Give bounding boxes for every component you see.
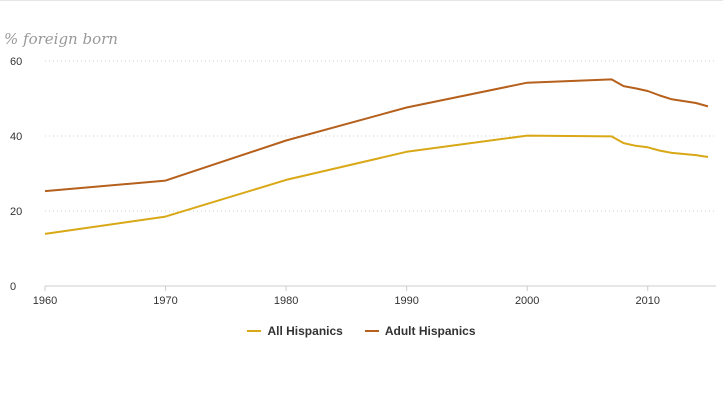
legend-label-all-hispanics: All Hispanics [267, 324, 343, 338]
x-tick-label: 2000 [515, 295, 539, 307]
x-tick-label: 1960 [33, 295, 57, 307]
top-rule [0, 0, 723, 1]
series-layer [44, 78, 709, 235]
grid-layer [45, 60, 716, 287]
y-tick-label: 40 [10, 131, 22, 143]
y-axis-label: % foreign born [4, 30, 118, 48]
series-line-adult-hispanics [44, 78, 709, 193]
x-tick-label: 1980 [274, 295, 298, 307]
legend: All Hispanics Adult Hispanics [0, 324, 723, 338]
x-tick-label: 1990 [394, 295, 418, 307]
y-tick-label: 0 [10, 281, 16, 293]
legend-item-adult-hispanics: Adult Hispanics [364, 324, 476, 338]
legend-swatch-adult-hispanics [364, 330, 379, 332]
tick-layer: 0 20 40 60 1960 1970 1980 1990 2000 2010 [10, 56, 660, 307]
legend-swatch-all-hispanics [247, 330, 262, 332]
y-tick-label: 60 [10, 56, 22, 68]
series-line-all-hispanics [44, 134, 709, 235]
x-tick-label: 2010 [635, 295, 659, 307]
x-tick-label: 1970 [153, 295, 177, 307]
y-tick-label: 20 [10, 206, 22, 218]
legend-item-all-hispanics: All Hispanics [247, 324, 343, 338]
legend-label-adult-hispanics: Adult Hispanics [384, 324, 476, 338]
